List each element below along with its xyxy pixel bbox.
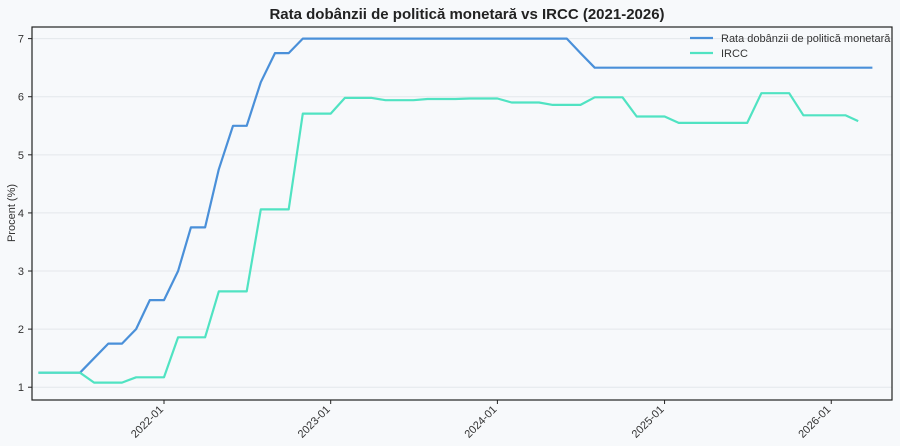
y-tick-label: 1	[18, 382, 24, 394]
legend: Rata dobânzii de politică monetară IRCC	[690, 33, 891, 60]
y-tick-label: 3	[18, 266, 24, 278]
chart-title: Rata dobânzii de politică monetară vs IR…	[269, 6, 664, 23]
x-tick-label: 2024-01	[462, 404, 499, 441]
gridlines	[32, 38, 892, 388]
y-axis-label: Procent (%)	[6, 184, 18, 242]
y-tick-label: 7	[18, 34, 24, 46]
legend-label-2: IRCC	[721, 48, 748, 60]
plot-frame	[31, 26, 893, 401]
legend-label-1: Rata dobânzii de politică monetară	[721, 33, 891, 45]
series-layer	[38, 37, 873, 384]
y-tick-label: 6	[18, 92, 24, 104]
y-tick-label: 2	[18, 324, 24, 336]
x-tick-label: 2025-01	[630, 404, 667, 441]
y-tick-label: 5	[18, 150, 24, 162]
x-tick-label: 2022-01	[129, 404, 166, 441]
x-axis: 2022-01 2023-01 2024-01 2025-01 2026-01	[129, 400, 833, 441]
x-tick-label: 2023-01	[296, 404, 333, 441]
series-line-1	[38, 37, 873, 374]
x-tick-label: 2026-01	[796, 404, 833, 441]
series-line-2	[38, 92, 859, 384]
y-axis: 1 2 3 4 5 6 7	[18, 34, 32, 394]
y-tick-label: 4	[18, 208, 24, 220]
